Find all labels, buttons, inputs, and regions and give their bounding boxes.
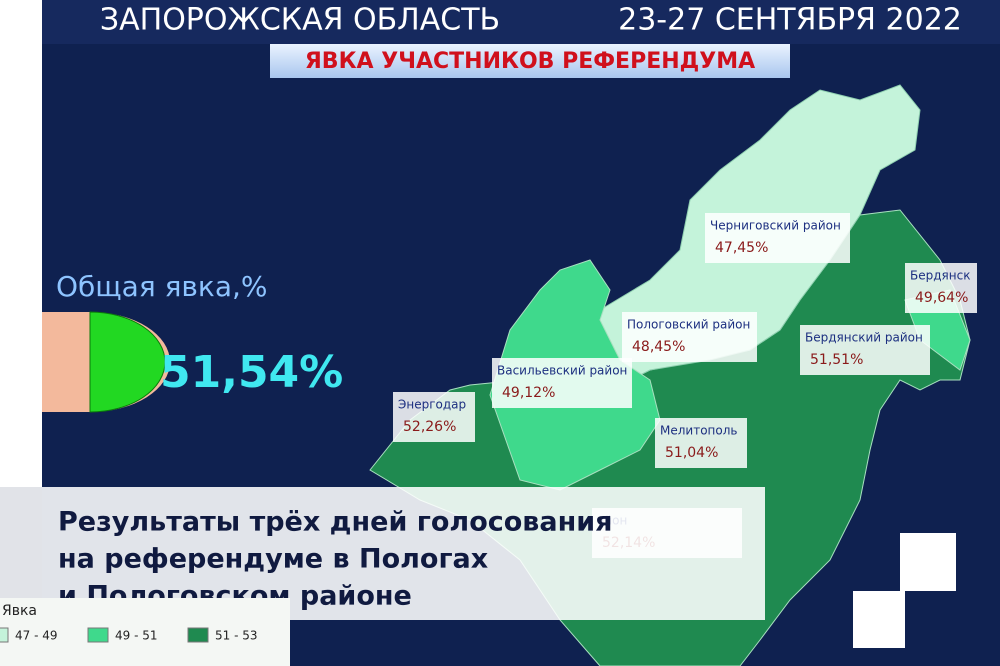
label-box	[905, 263, 977, 313]
header-region: ЗАПОРОЖСКАЯ ОБЛАСТЬ	[100, 3, 500, 38]
region-turnout: 47,45%	[715, 240, 768, 256]
label-box	[393, 392, 475, 442]
pie-slice	[89, 311, 166, 413]
region-turnout: 49,64%	[915, 290, 968, 306]
header-subtitle: ЯВКА УЧАСТНИКОВ РЕФЕРЕНДУМА	[305, 49, 755, 74]
legend-swatch	[0, 627, 9, 643]
region-name: Черниговский район	[710, 219, 841, 233]
legend-item: 47 - 49	[15, 629, 58, 643]
region-name: Пологовский район	[627, 318, 750, 332]
logo-square	[853, 591, 905, 648]
total-value: 51,54%	[160, 347, 343, 398]
legend-item: 49 - 51	[115, 629, 158, 643]
region-name: Бердянский район	[805, 331, 923, 345]
subtitle-band	[270, 44, 790, 78]
header-dates: 23-27 СЕНТЯБРЯ 2022	[618, 3, 962, 38]
caption-box	[0, 487, 765, 620]
total-label: Общая явка,%	[56, 270, 268, 303]
region-turnout: 51,51%	[810, 352, 863, 368]
legend-box	[0, 598, 290, 666]
header-band	[42, 0, 1000, 44]
label-box	[492, 358, 632, 408]
legend-swatch	[87, 627, 109, 643]
left-border	[0, 0, 42, 487]
region-name: Бердянск	[910, 269, 970, 283]
legend-title: Явка	[2, 603, 37, 619]
region-turnout: 48,45%	[632, 339, 685, 355]
region-name: Васильевский район	[497, 364, 627, 378]
label-box	[705, 213, 850, 263]
region-turnout: 52,26%	[403, 419, 456, 435]
caption-line: на референдуме в Пологах	[58, 544, 488, 575]
caption-line: Результаты трёх дней голосования	[58, 507, 613, 538]
logo-square	[900, 533, 956, 591]
legend-item: 51 - 53	[215, 629, 258, 643]
label-box	[800, 325, 930, 375]
region-name: Энергодар	[398, 398, 466, 412]
region-turnout: 49,12%	[502, 385, 555, 401]
region-turnout: 51,04%	[665, 445, 718, 461]
legend-swatch	[187, 627, 209, 643]
label-box	[655, 418, 747, 468]
region-name: Мелитополь	[660, 424, 737, 438]
label-box	[622, 312, 757, 362]
